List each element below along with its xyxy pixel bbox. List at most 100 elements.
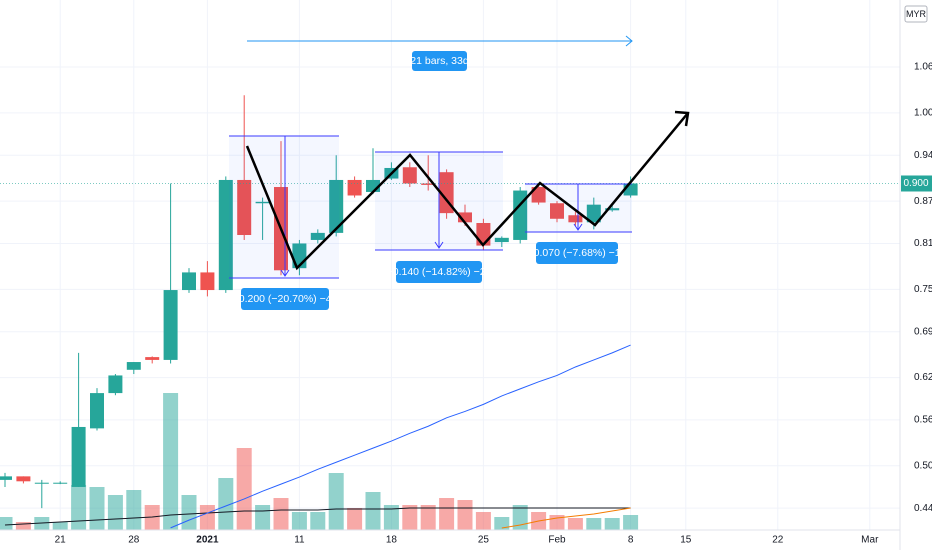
volume-bar bbox=[236, 448, 252, 530]
volume-bar bbox=[291, 512, 307, 530]
volume-bar bbox=[439, 498, 455, 530]
x-tick-label: 18 bbox=[386, 535, 398, 546]
candle-body bbox=[366, 179, 380, 192]
volume-ma-line bbox=[4, 507, 631, 526]
ma-line bbox=[170, 344, 631, 529]
candle-body bbox=[145, 357, 160, 360]
y-tick-label: 1.000 bbox=[914, 108, 932, 119]
volume-bar bbox=[310, 512, 326, 530]
candle-body bbox=[531, 187, 546, 203]
volume-bar bbox=[126, 490, 142, 530]
annotation-box bbox=[536, 242, 618, 264]
candle-body bbox=[402, 167, 417, 184]
currency: MYR bbox=[906, 9, 927, 19]
y-tick-label: 0.625 bbox=[914, 372, 932, 383]
candle-body bbox=[623, 183, 638, 196]
axes: 1.065 1.000 0.940 0.875 0.815 0.750 0.690 0.625… bbox=[55, 62, 932, 546]
arrow-head bbox=[280, 269, 290, 277]
volume-bar bbox=[457, 500, 473, 530]
annotation: 21 bars, 33d bbox=[410, 55, 469, 67]
x-tick-label: 21 bbox=[55, 535, 67, 546]
x-tick-label: 8 bbox=[628, 535, 634, 546]
volume-bar bbox=[347, 508, 363, 530]
volume-bar bbox=[383, 505, 399, 530]
volume-bar bbox=[71, 485, 87, 530]
candle-body bbox=[16, 476, 31, 482]
candle-body bbox=[126, 362, 141, 370]
x-tick-label: 28 bbox=[128, 535, 140, 546]
volume-bar bbox=[328, 473, 344, 530]
volume-bar bbox=[604, 518, 620, 530]
x-tick-label: 2021 bbox=[196, 535, 219, 546]
candle-body bbox=[53, 482, 68, 484]
volume-bar bbox=[567, 518, 583, 530]
candle-body bbox=[329, 179, 344, 233]
annotation-box bbox=[241, 288, 329, 310]
annotation-box bbox=[412, 51, 467, 71]
candle-body bbox=[90, 393, 104, 429]
x-tick-label: 15 bbox=[680, 535, 692, 546]
candle-body bbox=[513, 190, 528, 240]
drawings: 21 bars, 33d −0.200 (−20.70%) −40 −0.140… bbox=[229, 35, 690, 310]
candle-body bbox=[458, 212, 472, 223]
last-price-label: 0.900 bbox=[903, 178, 928, 189]
arrow-head bbox=[573, 223, 583, 231]
volume-bar bbox=[89, 487, 105, 530]
annotation: −0.070 (−7.68%) −14 bbox=[528, 247, 627, 259]
candle-body bbox=[34, 482, 49, 484]
volume-bar bbox=[107, 495, 123, 530]
volume-bar bbox=[255, 505, 271, 530]
x-tick-label: 11 bbox=[294, 535, 305, 546]
y-tick-label: 0.690 bbox=[914, 326, 932, 337]
zigzag bbox=[245, 112, 689, 271]
candle-body bbox=[163, 290, 178, 360]
volume-pane bbox=[0, 393, 639, 530]
y-tick-label: 0.500 bbox=[914, 460, 932, 471]
annotation: −0.200 (−20.70%) −40 bbox=[233, 293, 338, 305]
volume-ma-line bbox=[501, 507, 631, 529]
volume-bar bbox=[475, 512, 491, 530]
x-tick-label: 25 bbox=[478, 535, 490, 546]
volume-bar bbox=[181, 495, 197, 530]
y-tick-label: 0.875 bbox=[914, 196, 932, 207]
x-tick-label: 22 bbox=[772, 535, 784, 546]
currency-box[interactable] bbox=[904, 5, 928, 23]
volume-bar bbox=[494, 517, 510, 530]
candle-body bbox=[237, 179, 252, 236]
arrow-head bbox=[434, 241, 444, 249]
y-tick-label: 0.815 bbox=[914, 238, 932, 249]
y-tick-label: 0.565 bbox=[914, 415, 932, 426]
annotation: −0.140 (−14.82%) −28 bbox=[387, 266, 492, 278]
y-tick-label: 1.065 bbox=[914, 62, 932, 73]
volume-bar bbox=[0, 517, 13, 530]
candle-body bbox=[347, 179, 362, 196]
candle-body bbox=[0, 476, 12, 480]
volume-bar bbox=[52, 522, 68, 530]
candle-body bbox=[550, 203, 564, 219]
y-tick-label: 0.750 bbox=[914, 284, 932, 295]
x-tick-label: Feb bbox=[548, 535, 566, 546]
candle-body bbox=[568, 215, 583, 223]
candle-body bbox=[586, 204, 601, 223]
candle-body bbox=[494, 237, 509, 243]
volume-bar bbox=[273, 498, 289, 530]
range-box bbox=[229, 136, 339, 278]
y-tick-label: 0.440 bbox=[914, 503, 932, 514]
annotation-box bbox=[396, 261, 482, 283]
volume-bar bbox=[623, 515, 639, 530]
arrow-head bbox=[674, 110, 690, 127]
arrow-head bbox=[625, 35, 633, 47]
candle-body bbox=[108, 375, 123, 394]
candle-body bbox=[71, 426, 86, 487]
volume-bar bbox=[586, 518, 602, 530]
y-tick-label: 0.940 bbox=[914, 150, 932, 161]
candle-body bbox=[200, 272, 215, 291]
x-tick-label: Mar bbox=[861, 535, 879, 546]
candle-body bbox=[605, 208, 620, 211]
volume-bar bbox=[420, 505, 436, 530]
volume-bar bbox=[402, 505, 418, 530]
candle-body bbox=[218, 179, 233, 291]
candle-body bbox=[421, 183, 436, 185]
volume-bar bbox=[218, 478, 234, 530]
